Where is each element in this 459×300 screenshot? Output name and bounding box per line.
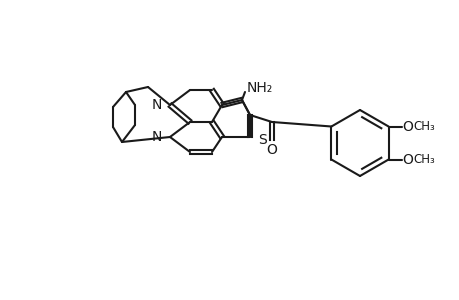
Text: O: O (402, 119, 413, 134)
Text: O: O (266, 143, 277, 157)
Text: O: O (402, 152, 413, 167)
Text: N: N (151, 98, 162, 112)
Text: S: S (257, 133, 266, 147)
Text: N: N (151, 130, 162, 144)
Text: NH₂: NH₂ (246, 81, 273, 95)
Text: CH₃: CH₃ (413, 153, 434, 166)
Text: CH₃: CH₃ (413, 120, 434, 133)
